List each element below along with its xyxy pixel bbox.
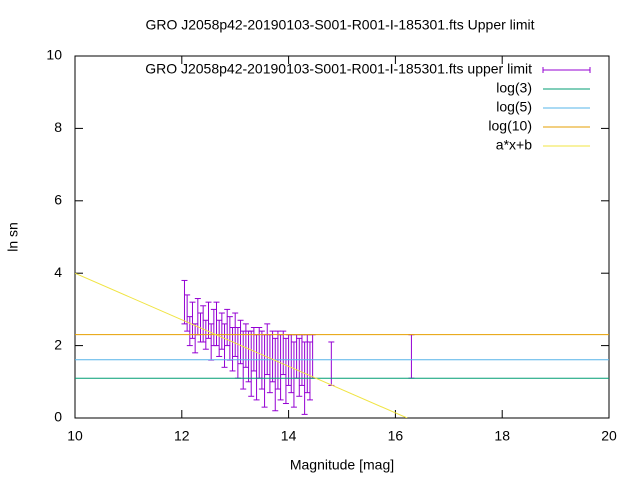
y-tick-label: 2 [54,336,62,352]
error-bar [181,279,188,325]
legend-label: GRO J2058p42-20190103-S001-R001-I-185301… [145,61,532,77]
y-tick-label: 6 [54,192,62,208]
error-bar [184,294,191,332]
legend-label: log(3) [496,80,532,96]
error-bar [213,301,220,347]
x-tick-label: 18 [494,428,510,444]
legend-label: log(10) [488,118,532,134]
y-tick-label: 4 [54,264,62,280]
error-bar [216,319,223,357]
error-bar [192,323,199,354]
error-bar [282,337,289,405]
error-bar [205,301,212,339]
x-axis-label: Magnitude [mag] [290,457,394,473]
legend-label: log(5) [496,99,532,115]
x-tick-label: 14 [281,428,297,444]
chart-title: GRO J2058p42-20190103-S001-R001-I-185301… [145,17,534,33]
x-tick-label: 10 [67,428,83,444]
plot-border [74,55,610,419]
error-bar [264,323,271,376]
error-bar [186,316,193,347]
x-tick-label: 16 [388,428,404,444]
error-bar [272,337,279,412]
error-bar [290,341,297,408]
error-bar [189,301,196,339]
plot-area [75,272,609,418]
y-axis-label: ln sn [5,222,21,252]
y-tick-label: 10 [46,47,62,63]
x-tick-label: 12 [174,428,190,444]
error-bar [237,319,244,365]
error-bar [248,330,255,397]
error-bar [269,330,276,383]
legend-label: a*x+b [496,137,532,153]
x-tick-label: 20 [601,428,617,444]
error-bar [296,337,303,397]
error-bar [306,341,313,401]
y-tick-label: 0 [54,409,62,425]
error-bar [200,305,207,343]
y-tick-label: 8 [54,119,62,135]
error-bar [218,312,225,350]
line [75,272,408,418]
